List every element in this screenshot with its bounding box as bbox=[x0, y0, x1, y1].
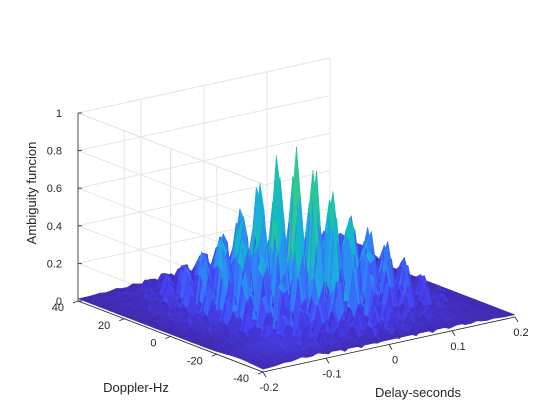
y-axis-label: Doppler-Hz bbox=[103, 380, 169, 395]
x-tick-label: 0 bbox=[392, 355, 398, 367]
y-ticks: -40 -20 0 20 40 bbox=[52, 300, 264, 385]
y-tick-mark bbox=[72, 300, 79, 304]
grid-line bbox=[77, 132, 331, 189]
x-tick-label: -0.2 bbox=[260, 382, 279, 394]
z-ticks: 0 0.2 0.4 0.6 0.8 1 bbox=[47, 108, 82, 308]
x-tick-mark bbox=[514, 316, 519, 323]
z-tick-label: 0.2 bbox=[47, 258, 62, 270]
x-tick-label: -0.1 bbox=[323, 368, 342, 380]
y-tick-label: 20 bbox=[98, 320, 110, 332]
grid-line bbox=[77, 187, 264, 260]
y-tick-mark bbox=[211, 353, 217, 357]
grid-line bbox=[77, 150, 264, 223]
y-tick-label: -40 bbox=[233, 373, 249, 385]
y-tick-label: -20 bbox=[187, 355, 203, 367]
grid-line bbox=[77, 207, 331, 264]
x-ticks: -0.2 -0.1 0 0.1 0.2 bbox=[260, 316, 529, 394]
x-tick-mark bbox=[451, 330, 456, 336]
z-tick-label: 0.6 bbox=[47, 183, 62, 195]
y-tick-mark bbox=[257, 371, 264, 375]
x-tick-label: 0.1 bbox=[450, 341, 465, 353]
z-tick-label: 0.4 bbox=[47, 221, 62, 233]
x-tick-mark bbox=[262, 371, 267, 378]
z-tick-label: 0 bbox=[56, 296, 62, 308]
z-axis-label: Ambiguity funcion bbox=[24, 142, 39, 245]
z-tick-label: 1 bbox=[56, 108, 62, 120]
grid-line bbox=[77, 170, 331, 227]
y-tick-label: 0 bbox=[150, 338, 156, 350]
grid-line bbox=[77, 95, 331, 152]
surface-plot bbox=[77, 146, 516, 370]
grid-line bbox=[77, 112, 264, 185]
y-tick-mark bbox=[119, 318, 125, 322]
y-tick-label: 40 bbox=[52, 302, 64, 314]
surface-patch bbox=[504, 313, 516, 317]
x-axis-label: Delay-seconds bbox=[375, 385, 461, 400]
x-tick-label: 0.2 bbox=[513, 327, 528, 339]
grid-line bbox=[77, 57, 331, 114]
x-tick-mark bbox=[325, 358, 330, 364]
x-tick-mark bbox=[388, 344, 393, 350]
y-tick-mark bbox=[165, 336, 171, 339]
z-tick-label: 0.8 bbox=[47, 146, 62, 158]
